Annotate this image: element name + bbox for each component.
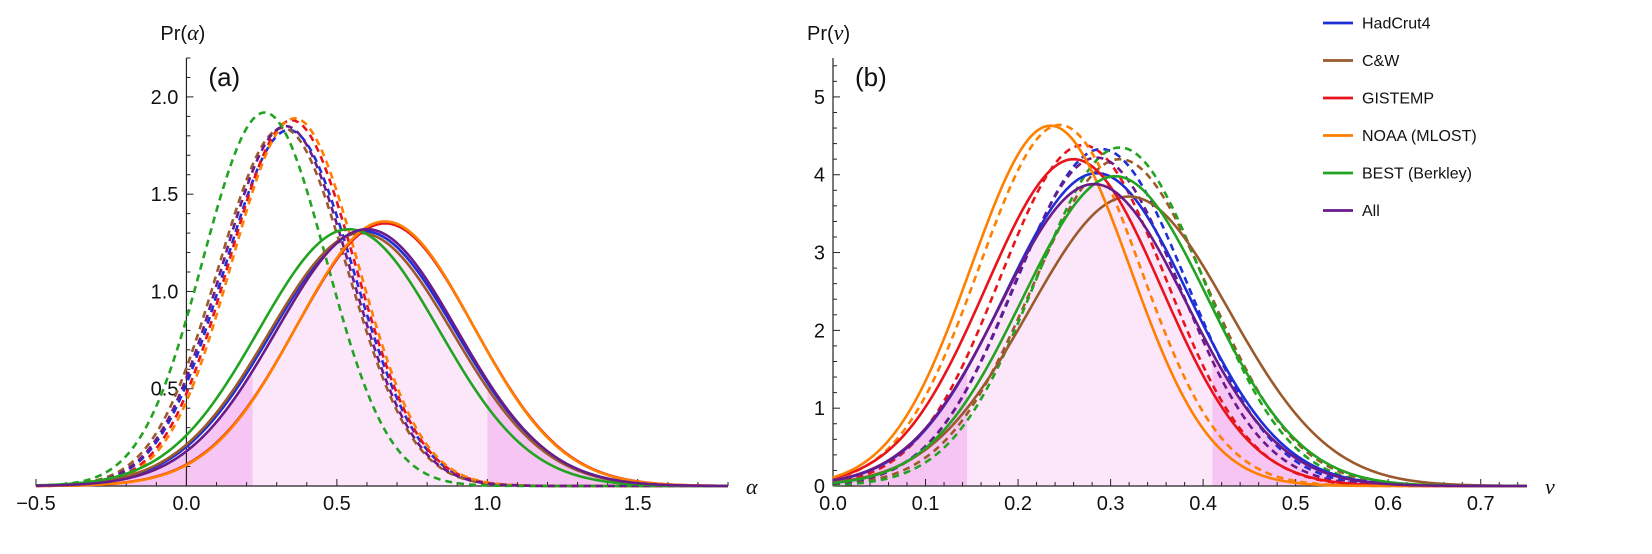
shaded-region-1 [252,229,488,486]
y-label-prefix: Pr( [160,23,187,45]
x-tick-label: 0.1 [912,493,940,515]
y-tick-label: 5 [814,87,825,109]
x-tick-label: 0.4 [1189,493,1217,515]
shaded-region-1 [967,184,1213,486]
legend-label-all: All [1362,203,1380,220]
x-tick-label: 1.0 [473,493,501,515]
legend-label-c-w: C&W [1362,53,1400,70]
y-tick-label: 1 [814,398,825,420]
series-noaa-mlost-solid [35,220,729,488]
series-all-dashed [35,124,728,488]
x-tick-label: 0.7 [1467,493,1495,515]
x-tick-label: 0.0 [173,493,201,515]
legend-label-best-berkley: BEST (Berkley) [1362,166,1472,183]
shaded-region-2 [487,380,728,486]
legend-label-noaa-mlost: NOAA (MLOST) [1362,128,1477,145]
legend-label-gistemp: GISTEMP [1362,91,1434,108]
y-axis-label: Pr(α) [160,20,205,45]
y-label-suffix: ) [843,23,850,45]
panel-label: (b) [855,62,887,92]
series-c-w-solid [832,195,1528,488]
y-tick-label: 0 [814,476,825,498]
shaded-region-0 [833,367,968,486]
x-tick-label: 0.2 [1004,493,1032,515]
y-axis-label: Pr(v) [807,20,850,45]
y-label-symbol: v [834,20,844,45]
x-tick-label: 0.5 [323,493,351,515]
y-label-prefix: Pr( [807,23,834,45]
series-best-berkley-dashed [35,111,728,488]
shaded-region-2 [1212,352,1527,486]
legend-label-hadcrut4: HadCrut4 [1362,16,1431,33]
y-tick-label: 1.0 [151,281,179,303]
series-best-berkley-solid [35,227,728,488]
x-tick-label: 0.5 [1282,493,1310,515]
x-tick-label: 0.6 [1374,493,1402,515]
y-tick-label: 1.5 [151,184,179,206]
x-axis-label: α [746,474,758,499]
x-tick-label: 0.0 [819,493,847,515]
y-tick-label: 4 [814,165,825,187]
y-label-suffix: ) [199,23,206,45]
series-gistemp-dashed [832,143,1527,488]
panel-a: −0.5 0.0 0.5 1.0 1.50.51.01.52.0Pr(α)α(a) [16,20,758,515]
legend: HadCrut4 C&W GISTEMP NOAA (MLOST) BEST (Berk… [1323,16,1477,220]
series-hadcrut4-dashed [35,128,728,488]
series-all-solid [35,227,729,488]
shaded-region-0 [36,370,253,486]
y-label-symbol: α [187,20,199,45]
x-axis-label: v [1545,474,1555,499]
y-tick-label: 0.5 [151,379,179,401]
y-tick-label: 3 [814,243,825,265]
y-tick-label: 2.0 [151,87,179,109]
series-noaa-mlost-dashed [35,117,728,488]
x-tick-label: 1.5 [624,493,652,515]
series-all-solid [832,182,1527,488]
y-tick-label: 2 [814,320,825,342]
panel-label: (a) [208,62,240,92]
x-tick-label: 0.3 [1097,493,1125,515]
x-tick-label: −0.5 [16,493,55,515]
